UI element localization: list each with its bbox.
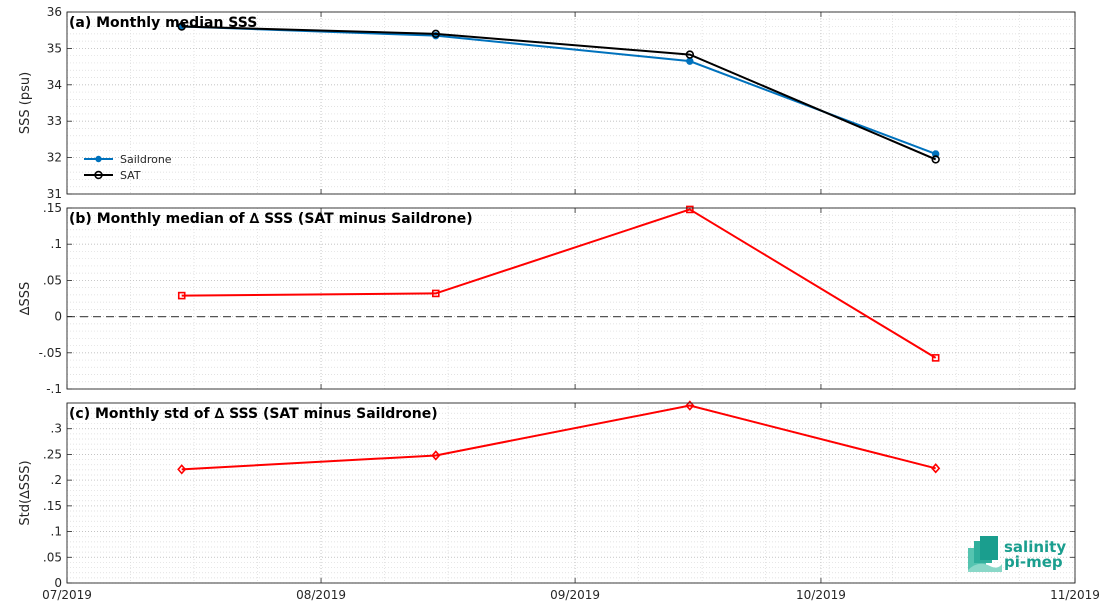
y-tick-label: .1 [51, 237, 62, 251]
panel-title: (c) Monthly std of ∆ SSS (SAT minus Sail… [69, 406, 438, 422]
legend-label: Saildrone [120, 153, 172, 166]
y-axis-label: Std(∆SSS) [18, 460, 33, 525]
y-tick-label: -.1 [46, 382, 62, 396]
logo-line2: pi-mep [1004, 553, 1063, 571]
data-point [931, 463, 941, 474]
x-tick-label: 10/2019 [796, 588, 846, 602]
y-tick-label: -.05 [39, 346, 62, 360]
series-0 [177, 400, 941, 475]
y-tick-label: 32 [47, 151, 62, 165]
logo-line1: salinity [1004, 538, 1066, 556]
y-tick-label: .15 [43, 201, 62, 215]
y-tick-label: .3 [51, 422, 62, 436]
plot-area [67, 12, 1075, 194]
data-point [931, 155, 940, 164]
data-point [431, 289, 440, 298]
y-tick-label: 31 [47, 187, 62, 201]
x-tick-label: 08/2019 [296, 588, 346, 602]
plot-area [67, 403, 1075, 583]
logo: salinity pi-mep [968, 536, 1066, 572]
data-point [177, 291, 186, 300]
y-tick-label: .15 [43, 499, 62, 513]
series-line [181, 404, 936, 471]
y-tick-label: 33 [47, 114, 62, 128]
axes-frame [66, 207, 1076, 390]
series-line [181, 25, 937, 161]
data-point [686, 205, 694, 214]
logo-icon [968, 536, 1002, 572]
data-point [931, 354, 940, 362]
y-tick-label: .05 [43, 273, 62, 287]
data-point [177, 22, 186, 31]
data-point [685, 50, 695, 59]
y-tick-label: 0 [54, 576, 62, 590]
panel-c: 0 .05 .1 .15 .2 .25 .3 Std(∆SSS) (c) Monthly std… [18, 400, 1076, 590]
legend-marker [95, 155, 102, 163]
panel-title: (a) Monthly median SSS [69, 15, 257, 31]
x-tick-label: 07/2019 [42, 588, 92, 602]
y-tick-label: .1 [51, 525, 62, 539]
legend-label: SAT [120, 169, 141, 182]
data-point [685, 400, 695, 411]
axes-frame [66, 11, 1076, 195]
panel-a: 31 32 33 34 35 36 SSS (psu) (a) Monthly median … [18, 5, 1076, 201]
series-0 [177, 205, 940, 362]
x-tick-label: 11/2019 [1050, 588, 1100, 602]
y-axis-label: SSS (psu) [18, 72, 33, 134]
x-axis-labels: 07/2019 08/2019 09/2019 10/2019 11/2019 [42, 588, 1100, 602]
data-point [686, 57, 694, 65]
y-tick-label: 35 [47, 41, 62, 55]
y-tick-label: .05 [43, 550, 62, 564]
legend: Saildrone SAT [84, 153, 172, 182]
series-1 [177, 22, 940, 164]
y-tick-label: .2 [51, 473, 62, 487]
legend-marker [94, 170, 103, 180]
y-tick-label: 0 [54, 310, 62, 324]
y-tick-label: 36 [47, 5, 62, 19]
data-point [177, 464, 187, 475]
plot-area [67, 208, 1075, 389]
panel-b: -.1 -.05 0 .05 .1 .15 ∆SSS (b) Monthly median o… [18, 201, 1076, 396]
series-line [181, 208, 937, 359]
panel-title: (b) Monthly median of ∆ SSS (SAT minus S… [69, 211, 473, 227]
y-axis-label: ∆SSS [18, 282, 33, 316]
grid [66, 11, 1076, 195]
grid [66, 402, 1076, 584]
y-tick-label: .25 [43, 447, 62, 461]
y-tick-label: 34 [47, 78, 62, 92]
data-point [431, 450, 441, 461]
data-point [431, 29, 440, 39]
x-tick-label: 09/2019 [550, 588, 600, 602]
axes-frame [66, 402, 1076, 584]
